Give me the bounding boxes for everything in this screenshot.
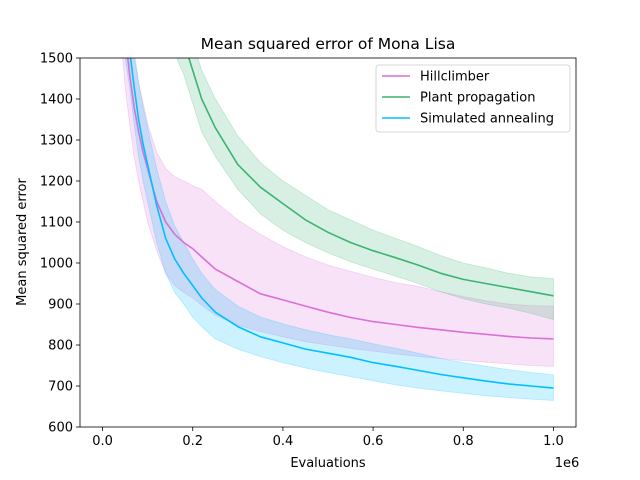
plant-propagation-legend-label: Plant propagation [420,91,536,106]
x-tick-label: 0.2 [182,434,203,449]
plot-frame [79,57,577,428]
y-tick-label: 1000 [40,257,73,272]
x-tick-label: 0.0 [92,434,113,449]
plant-propagation-line [188,58,554,297]
y-tick-label: 1500 [40,52,73,67]
hillclimber-band [122,58,554,367]
y-tick-label: 1100 [40,216,73,231]
simulated-annealing-band [124,58,554,401]
x-tick-label: 0.4 [273,434,294,449]
simulated-annealing-line [129,58,554,389]
simulated-annealing-legend-label: Simulated annealing [420,112,554,127]
x-axis-title: Evaluations [290,456,366,471]
y-tick-label: 900 [48,298,73,313]
x-tick-label: 0.6 [363,434,384,449]
y-tick-label: 1300 [40,134,73,149]
y-tick-label: 1200 [40,175,73,190]
legend-box [375,64,571,133]
hillclimber-legend-label: Hillclimber [420,70,490,85]
y-tick-label: 1400 [40,93,73,108]
y-tick-label: 700 [48,380,73,395]
y-axis: 600 700 800 900 1000 1100 1200 1300 1400 1500 [40,52,80,436]
plant-propagation-band [176,58,554,321]
chart-title: Mean squared error of Mona Lisa [201,35,456,53]
series-lines [126,58,554,389]
y-tick-label: 600 [48,421,73,436]
legend: Hillclimber Plant propagation Simulated an… [375,64,571,133]
hillclimber-line [126,58,554,340]
y-tick-label: 800 [48,339,73,354]
x-tick-label: 1.0 [543,434,564,449]
x-offset-label: 1e6 [555,456,580,471]
x-axis: 0.0 0.2 0.4 0.6 0.8 1.0 [92,427,564,449]
x-tick-label: 0.8 [453,434,474,449]
confidence-bands [122,58,554,401]
y-axis-title: Mean squared error [15,178,30,306]
